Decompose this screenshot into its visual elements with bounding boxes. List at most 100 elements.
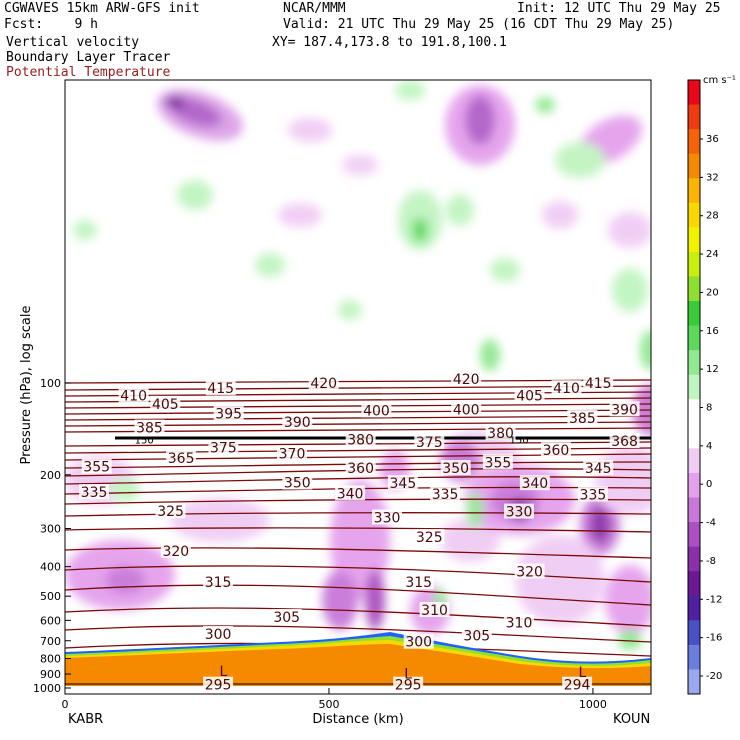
theta-label-bg: [308, 375, 339, 390]
colorbar-tick-label: 8: [706, 403, 712, 414]
colorbar-swatch: [688, 571, 700, 597]
colorbar-swatch: [688, 153, 700, 179]
theta-label-bg: [562, 676, 593, 692]
theta-label: 375: [210, 441, 237, 457]
x-tick-label: 500: [318, 698, 339, 711]
theta-label-bg: [277, 445, 308, 461]
field-vertical-velocity: Vertical velocity: [6, 35, 140, 50]
theta-label-bg: [81, 458, 112, 474]
y-tick-label: 600: [40, 614, 61, 627]
theta-label: 300: [205, 627, 232, 643]
y-tick-label: 700: [40, 635, 61, 648]
tropopause-label: 150: [509, 435, 528, 446]
low-marker: L: [578, 665, 586, 681]
y-tick-label: 200: [40, 469, 61, 482]
theta-label: 345: [390, 476, 417, 492]
theta-label: 385: [569, 411, 596, 427]
colorbar-swatch: [688, 80, 700, 106]
plot-frame: [64, 79, 652, 695]
forecast-hour: Fcst: 9 h: [4, 17, 98, 32]
colorbar: 36 32 28 24 20 16 12 8 4 0 -4 -8 -12 -16 -20: [687, 79, 722, 695]
theta-label-bg: [403, 633, 434, 649]
colorbar-tick-label: 0: [706, 479, 712, 490]
theta-label: 340: [337, 486, 364, 502]
theta-label-bg: [419, 602, 450, 618]
colorbar-swatch: [688, 301, 700, 327]
colorbar-swatch: [688, 202, 700, 228]
theta-label-bg: [609, 401, 640, 417]
theta-label-bg: [118, 387, 149, 403]
colorbar-swatch: [688, 276, 700, 302]
colorbar-swatch: [688, 104, 700, 130]
terrain: [65, 632, 651, 686]
theta-label: 335: [580, 487, 607, 503]
colorbar-swatch: [688, 546, 700, 572]
colorbar-swatch: [688, 350, 700, 376]
theta-label-bg: [567, 409, 598, 425]
theta-label-bg: [203, 676, 234, 692]
theta-label-bg: [504, 614, 535, 630]
theta-label-bg: [430, 485, 461, 501]
theta-label: 400: [363, 403, 390, 419]
theta-label: 420: [453, 372, 480, 388]
theta-label-bg: [393, 676, 424, 692]
theta-label-bg: [213, 405, 244, 421]
theta-label: 420: [310, 376, 337, 392]
theta-label-bg: [160, 542, 191, 558]
theta-label-bg: [440, 460, 471, 476]
theta-label: 350: [442, 461, 469, 477]
theta-label: 294: [564, 678, 591, 694]
theta-label: 295: [395, 678, 422, 694]
tropopause-labels: 150 150: [135, 435, 529, 446]
theta-label: 415: [585, 376, 612, 392]
theta-label-bg: [583, 460, 614, 476]
theta-label: 350: [284, 476, 311, 492]
colorbar-tick-label: 16: [706, 326, 719, 337]
colorbar-frame: [687, 79, 701, 695]
theta-label-bg: [519, 475, 550, 491]
theta-label: 320: [162, 544, 189, 560]
colorbar-tick-label: 24: [706, 249, 719, 260]
theta-label: 340: [521, 476, 548, 492]
theta-label-bg: [414, 433, 445, 449]
theta-label: 380: [487, 426, 514, 442]
field-potential-temperature: Potential Temperature: [6, 65, 171, 80]
theta-label: 315: [205, 575, 232, 591]
y-tick-label: 800: [40, 652, 61, 665]
theta-label-bg: [485, 425, 516, 441]
theta-label-bg: [150, 395, 181, 411]
theta-label: 395: [215, 407, 242, 423]
model-title: CGWAVES 15km ARW-GFS init: [4, 1, 200, 16]
init-time: Init: 12 UTC Thu 29 May 25: [517, 1, 721, 16]
y-tick-label: 100: [40, 377, 61, 390]
y-tick-label: 300: [40, 523, 61, 536]
theta-label: 315: [405, 575, 432, 591]
theta-label: 368: [611, 434, 638, 450]
theta-label: 310: [506, 616, 533, 632]
vertical-velocity-shading: [65, 80, 651, 650]
theta-label-bg: [155, 503, 186, 519]
theta-label: 295: [205, 678, 232, 694]
theta-label-bg: [540, 442, 571, 458]
colorbar-tick-label: -8: [706, 556, 716, 567]
colorbar-swatch: [688, 595, 700, 621]
theta-label-bg: [551, 380, 582, 396]
theta-label-bg: [414, 529, 445, 545]
colorbar-swatch: [688, 227, 700, 253]
colorbar-swatch: [688, 472, 700, 499]
y-tick-label: 400: [40, 561, 61, 574]
theta-label: 335: [432, 487, 459, 503]
theta-label-bg: [583, 375, 614, 390]
theta-label-bg: [609, 433, 640, 449]
colorbar-tick-label: -4: [706, 518, 716, 529]
colorbar-tick-label: 20: [706, 287, 719, 298]
y-axis-label: Pressure (hPa), log scale: [19, 306, 34, 465]
theta-label-bg: [134, 419, 165, 435]
station-left-label: KABR: [68, 712, 103, 727]
theta-label-bg: [345, 431, 376, 447]
x-axis-label: Distance (km): [312, 712, 403, 727]
colorbar-swatch: [688, 423, 700, 449]
theta-labels: 410 415 420 420 415 405 395 390 400 400 405 410 385 3…: [79, 370, 640, 694]
station-right-label: KOUN: [613, 712, 650, 727]
colorbar-swatch: [688, 620, 700, 646]
